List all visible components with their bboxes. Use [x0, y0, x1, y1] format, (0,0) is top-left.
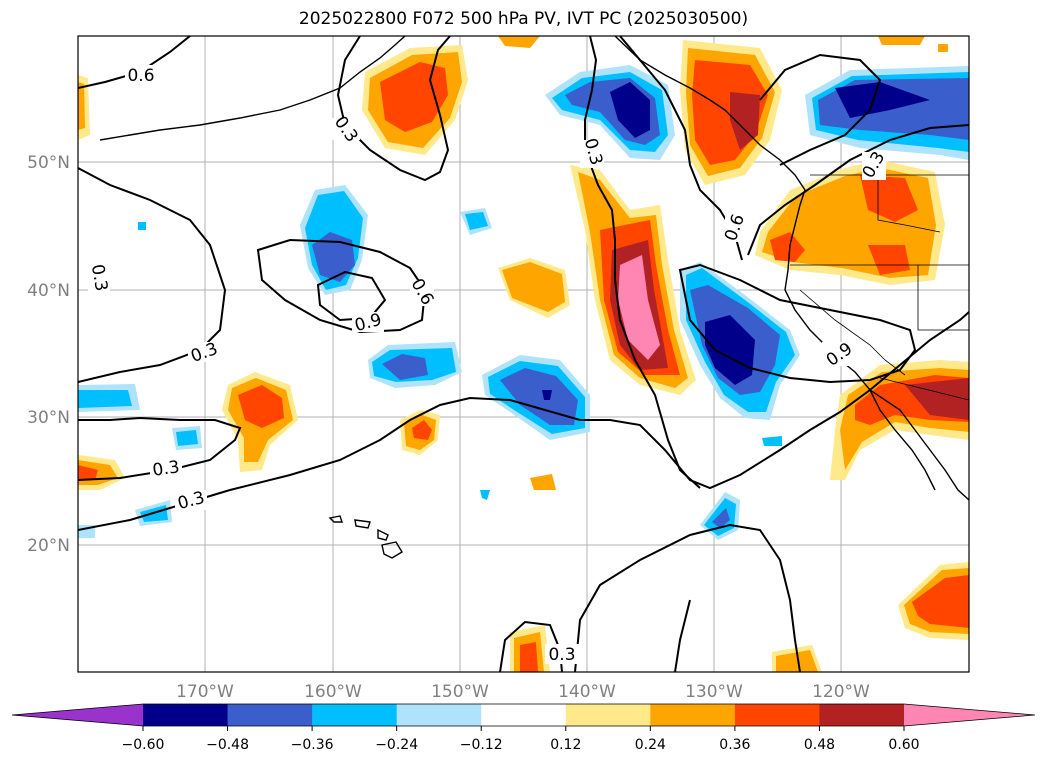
coastlines — [99, 36, 969, 559]
lon-label-120w: 120°W — [812, 682, 870, 702]
colorbar-extend-min — [12, 704, 143, 726]
colorbar-tick-label: 0.60 — [888, 737, 919, 753]
colorbar: −0.60 −0.48 −0.36 −0.24 −0.12 0.12 0.24 0.36 0.4… — [11, 703, 1036, 753]
contour-label: 0.6 — [127, 66, 154, 86]
colorbar-tick-label: −0.24 — [375, 737, 418, 753]
map-title: 2025022800 F072 500 hPa PV, IVT PC (2025… — [298, 9, 749, 29]
lon-label-160w: 160°W — [304, 682, 362, 702]
contour-labels: 0.6 0.3 0.3 0.3 0.6 0.9 0.3 0.3 0.3 0.6 … — [87, 65, 889, 665]
lat-label-30n: 30°N — [27, 408, 70, 428]
contour-label: 0.3 — [151, 457, 181, 481]
lon-label-140w: 140°W — [558, 682, 616, 702]
negative-anomalies — [78, 65, 969, 540]
colorbar-extend-max — [904, 704, 1035, 726]
contour-label: 0.3 — [548, 645, 575, 665]
positive-anomalies — [78, 36, 969, 672]
colorbar-segment — [650, 704, 736, 726]
colorbar-tick-label: −0.60 — [122, 737, 165, 753]
colorbar-tick-label: 0.24 — [635, 737, 666, 753]
lat-label-20n: 20°N — [27, 536, 70, 556]
map-panel: 0.6 0.3 0.3 0.3 0.6 0.9 0.3 0.3 0.3 0.6 … — [78, 36, 969, 672]
colorbar-tick-label: 0.12 — [550, 737, 581, 753]
ivt-contours — [78, 36, 969, 672]
latitude-labels: 50°N 40°N 30°N 20°N — [27, 153, 70, 556]
colorbar-segment — [481, 704, 567, 726]
colorbar-segment — [565, 704, 651, 726]
lat-label-50n: 50°N — [27, 153, 70, 173]
longitude-labels: 170°W 160°W 150°W 140°W 130°W 120°W — [176, 682, 870, 702]
contour-label: 0.3 — [87, 263, 111, 293]
colorbar-segment — [819, 704, 905, 726]
colorbar-segment — [396, 704, 482, 726]
colorbar-segment — [734, 704, 820, 726]
lon-label-150w: 150°W — [431, 682, 489, 702]
lon-label-170w: 170°W — [176, 682, 234, 702]
colorbar-tick-label: 0.48 — [804, 737, 835, 753]
colorbar-tick-label: −0.48 — [206, 737, 249, 753]
colorbar-tick-label: −0.36 — [291, 737, 334, 753]
colorbar-segment — [143, 704, 229, 726]
map-frame — [77, 35, 970, 673]
colorbar-tick-label: 0.36 — [719, 737, 750, 753]
colorbar-segment — [227, 704, 313, 726]
lon-label-130w: 130°W — [685, 682, 743, 702]
colorbar-segment — [312, 704, 398, 726]
colorbar-tick-label: −0.12 — [460, 737, 503, 753]
lat-label-40n: 40°N — [27, 281, 70, 301]
political-borders — [790, 174, 969, 401]
